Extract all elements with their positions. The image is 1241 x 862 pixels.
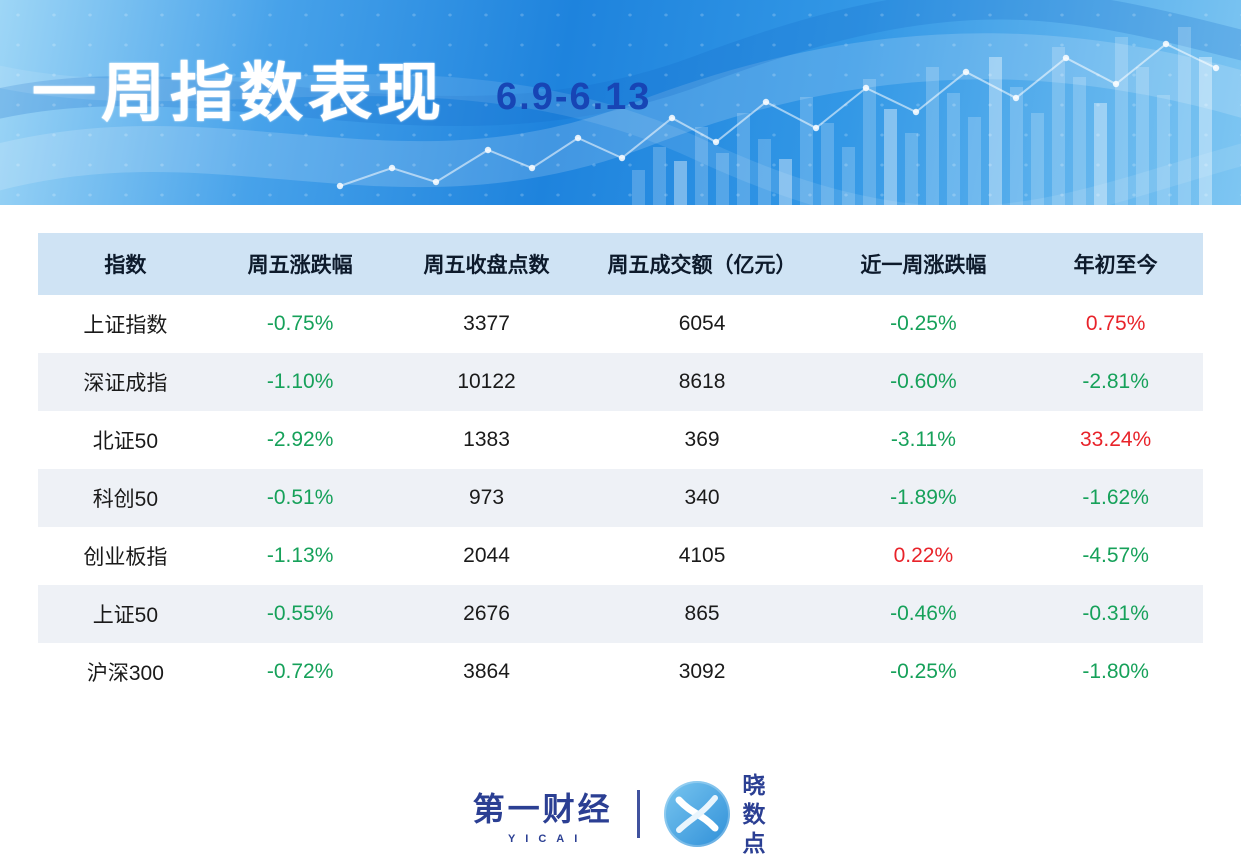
table-row: 上证指数 -0.75% 3377 6054 -0.25% 0.75%	[38, 295, 1203, 353]
cell-ytd-change: -1.80%	[1082, 660, 1149, 683]
xiaoshudian-circle-icon	[663, 781, 730, 848]
cell-week-change: -3.11%	[890, 428, 956, 451]
table-row: 创业板指 -1.13% 2044 4105 0.22% -4.57%	[38, 527, 1203, 585]
cell-friday-change: -2.92%	[266, 428, 334, 451]
x-swoosh-icon	[675, 795, 719, 834]
col-header-index: 指数	[38, 233, 213, 295]
table-row: 沪深300 -0.72% 3864 3092 -0.25% -1.80%	[38, 643, 1203, 701]
table-header-row: 指数 周五涨跌幅 周五收盘点数 周五成交额（亿元） 近一周涨跌幅 年初至今	[38, 233, 1203, 295]
banner-linechart-decoration	[336, 40, 1220, 190]
cell-friday-close: 1383	[463, 428, 510, 451]
col-header-week-change: 近一周涨跌幅	[818, 233, 1029, 295]
banner-decoration	[0, 0, 1241, 205]
col-header-ytd: 年初至今	[1028, 233, 1203, 295]
cell-index-name: 创业板指	[83, 546, 168, 569]
yicai-logo-text: 第一财经	[472, 790, 613, 827]
xiaoshudian-logo-text: 晓数点	[742, 772, 766, 856]
cell-friday-close: 2044	[463, 544, 510, 567]
cell-ytd-change: 0.75%	[1085, 312, 1146, 335]
cell-friday-close: 10122	[457, 370, 516, 393]
cell-ytd-change: -1.62%	[1082, 486, 1149, 509]
cell-friday-volume: 865	[684, 602, 720, 625]
cell-ytd-change: -4.57%	[1082, 544, 1149, 567]
table-row: 深证成指 -1.10% 10122 8618 -0.60% -2.81%	[38, 353, 1203, 411]
date-range: 6.9-6.13	[496, 76, 652, 119]
yicai-logo: 第一财经 YICAI	[473, 784, 613, 845]
cell-friday-change: -0.75%	[266, 312, 334, 335]
table-row: 科创50 -0.51% 973 340 -1.89% -1.62%	[38, 469, 1203, 527]
cell-index-name: 上证50	[92, 604, 159, 627]
cell-ytd-change: -0.31%	[1082, 602, 1149, 625]
cell-friday-volume: 6054	[678, 312, 726, 335]
cell-friday-close: 2676	[463, 602, 510, 625]
cell-friday-change: -0.51%	[266, 486, 334, 509]
cell-friday-close: 3864	[463, 660, 510, 683]
cell-ytd-change: -2.81%	[1082, 370, 1149, 393]
cell-week-change: -0.46%	[890, 602, 957, 625]
cell-week-change: -0.25%	[890, 312, 957, 335]
logo-divider	[636, 790, 640, 839]
page-title: 一周指数表现	[32, 57, 446, 129]
cell-friday-change: -1.10%	[266, 370, 334, 393]
footer-logos: 第一财经 YICAI 晓数点	[0, 771, 1241, 857]
cell-index-name: 科创50	[92, 488, 159, 511]
cell-friday-change: -0.72%	[266, 660, 334, 683]
header-banner: 一周指数表现 6.9-6.13	[0, 0, 1241, 205]
col-header-friday-close: 周五收盘点数	[387, 233, 586, 295]
index-table-section: 指数 周五涨跌幅 周五收盘点数 周五成交额（亿元） 近一周涨跌幅 年初至今 上证…	[38, 233, 1203, 701]
cell-index-name: 北证50	[92, 430, 159, 453]
cell-week-change: 0.22%	[893, 544, 954, 567]
cell-ytd-change: 33.24%	[1080, 428, 1152, 451]
cell-week-change: -0.60%	[890, 370, 957, 393]
cell-index-name: 深证成指	[83, 372, 168, 395]
cell-week-change: -1.89%	[890, 486, 957, 509]
col-header-friday-volume: 周五成交额（亿元）	[585, 233, 819, 295]
cell-friday-volume: 3092	[678, 660, 726, 683]
xiaoshudian-logo: 晓数点	[663, 771, 769, 857]
cell-friday-change: -1.13%	[266, 544, 334, 567]
table-row: 北证50 -2.92% 1383 369 -3.11% 33.24%	[38, 411, 1203, 469]
col-header-friday-change: 周五涨跌幅	[212, 233, 388, 295]
cell-friday-volume: 8618	[678, 370, 726, 393]
cell-index-name: 上证指数	[83, 314, 168, 337]
banner-title-row: 一周指数表现 6.9-6.13	[32, 57, 652, 129]
cell-index-name: 沪深300	[86, 662, 164, 685]
table-row: 上证50 -0.55% 2676 865 -0.46% -0.31%	[38, 585, 1203, 643]
cell-friday-close: 3377	[463, 312, 510, 335]
cell-friday-volume: 340	[684, 486, 720, 509]
index-table: 指数 周五涨跌幅 周五收盘点数 周五成交额（亿元） 近一周涨跌幅 年初至今 上证…	[38, 233, 1203, 701]
cell-friday-volume: 4105	[678, 544, 726, 567]
banner-barchart-decoration	[632, 27, 1212, 205]
cell-friday-close: 973	[469, 486, 505, 509]
cell-friday-change: -0.55%	[266, 602, 334, 625]
yicai-logo-en-text: YICAI	[507, 832, 588, 845]
cell-friday-volume: 369	[684, 428, 720, 451]
cell-week-change: -0.25%	[890, 660, 957, 683]
